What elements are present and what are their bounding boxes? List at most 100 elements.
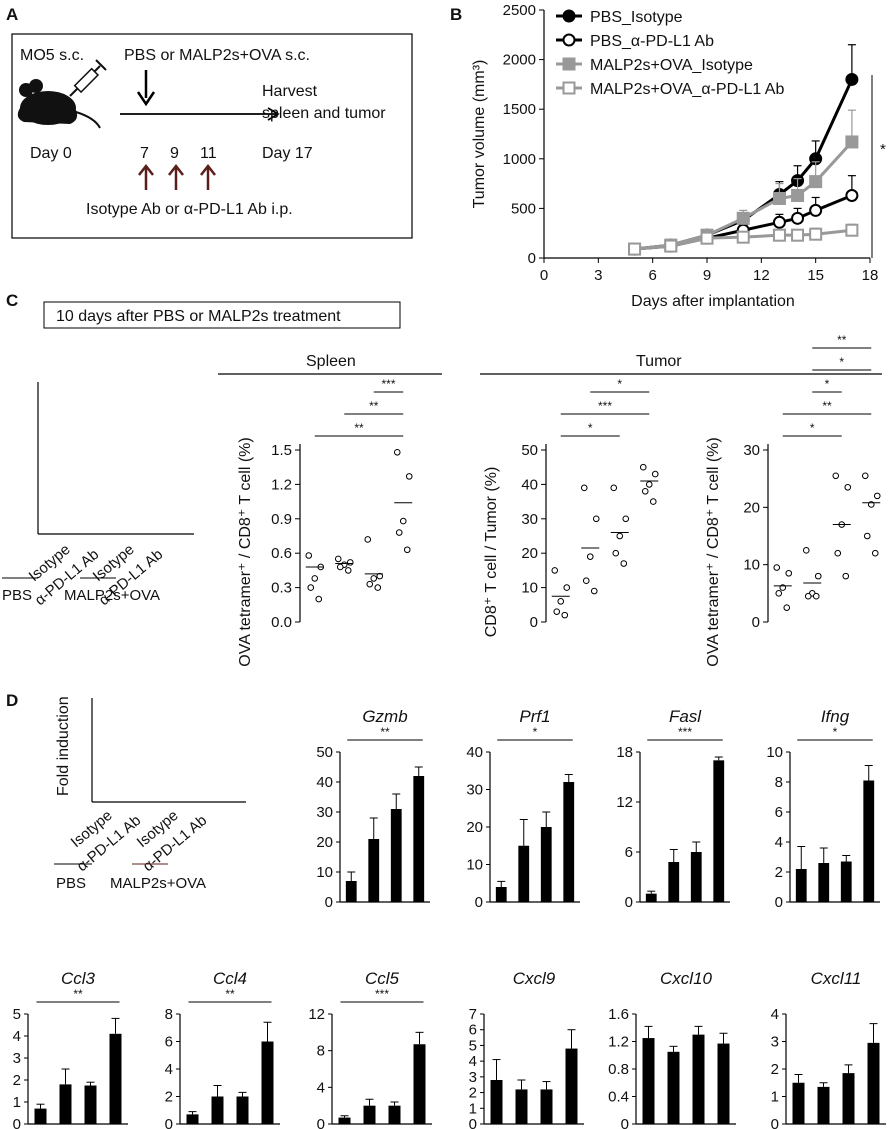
significance-label: ***	[678, 725, 692, 739]
y-tick-label: 4	[771, 1006, 779, 1023]
y-tick-label: 0	[621, 1116, 629, 1129]
treatment-label: PBS or MALP2s+OVA s.c.	[124, 47, 310, 64]
data-point	[311, 575, 319, 582]
isotype-injection-label: Isotype Ab or α-PD-L1 Ab i.p.	[86, 201, 293, 218]
data-point	[616, 532, 624, 540]
y-tick-label: 8	[317, 1043, 325, 1060]
data-point	[553, 608, 561, 615]
y-tick-label: 1	[771, 1089, 779, 1106]
y-tick-label: 0	[625, 894, 633, 911]
bar-chart-ccl4: Ccl4 0 2 4 6 8 **	[165, 969, 280, 1129]
data-point	[736, 230, 750, 244]
data-point	[809, 227, 823, 241]
y-tick-label: 30	[521, 511, 538, 528]
data-point	[845, 223, 859, 237]
data-point	[700, 231, 714, 245]
bar	[388, 1105, 401, 1124]
data-point	[645, 481, 653, 488]
data-point	[586, 553, 594, 560]
data-point	[842, 572, 850, 580]
gene-title: Fasl	[669, 707, 702, 726]
y-tick-label: 6	[165, 1034, 173, 1051]
bar-chart-cxcl10: Cxcl10 0 0.4 0.8 1.2 1.6	[608, 969, 736, 1129]
y-tick-label: 4	[317, 1079, 325, 1096]
x-tick-label: 15	[807, 267, 824, 284]
data-point	[845, 135, 859, 149]
panel-a-frame	[11, 33, 413, 239]
data-point	[641, 487, 649, 495]
significance-label: ***	[598, 399, 612, 413]
legend-label: MALP2s+OVA_Isotype	[590, 57, 753, 74]
bar	[642, 1038, 655, 1124]
y-tick-label: 6	[775, 804, 783, 821]
y-tick-label: 2	[775, 864, 783, 881]
legend-c-pbs: PBS	[2, 587, 32, 604]
data-point	[403, 546, 411, 554]
data-point	[844, 483, 852, 491]
bar	[867, 1042, 880, 1124]
y-tick-label: 0	[13, 1116, 21, 1129]
data-point	[832, 472, 840, 480]
spleen-tetramer-chart: 0.0 0.3 0.6 0.9 1.2 1.5 OVA tetramer⁺ / CD8⁺ T…	[237, 377, 413, 667]
y-tick-label: 500	[511, 200, 536, 217]
y-tick-label: 2500	[503, 2, 536, 19]
data-point	[393, 448, 401, 456]
significance-label: *	[810, 421, 815, 435]
legend-marker	[562, 57, 576, 71]
y-tick-label: 3	[771, 1034, 779, 1051]
bar	[792, 1082, 805, 1124]
bar	[795, 869, 807, 902]
gene-title: Cxcl11	[811, 969, 862, 988]
y-tick-label: 10	[316, 864, 333, 881]
bar	[390, 809, 402, 902]
significance-label: **	[822, 399, 832, 413]
bar	[818, 863, 830, 902]
y-tick-label: 0.6	[271, 545, 292, 562]
y-tick-label: 1.5	[271, 442, 292, 459]
gene-title: Ccl4	[213, 969, 247, 988]
data-point	[775, 590, 783, 597]
y-tick-label: 0	[475, 894, 483, 911]
bar	[236, 1096, 249, 1124]
bar	[717, 1043, 730, 1124]
y-tick-label: 18	[616, 744, 633, 761]
significance-label: *	[588, 421, 593, 435]
panel-c-banner: 10 days after PBS or MALP2s treatment	[56, 308, 341, 325]
legend-d-malp: MALP2s+OVA	[110, 875, 206, 892]
bar	[211, 1096, 224, 1124]
bar	[345, 881, 357, 902]
bar	[563, 782, 575, 902]
bar-chart-ccl5: Ccl5 0 4 8 12 ***	[308, 969, 432, 1129]
tumor-growth-chart: 0 500 1000 1500 2000 2500 0 3 6 9 12 15 18 Tumor volu…	[471, 2, 886, 310]
panel-letter-a: A	[6, 5, 18, 24]
y-tick-label: 1.2	[271, 476, 292, 493]
legend-marker	[562, 33, 576, 47]
y-tick-label: 8	[775, 774, 783, 791]
bar	[840, 861, 852, 902]
data-point	[305, 552, 313, 559]
y-tick-label: 12	[308, 1006, 325, 1023]
data-point	[791, 189, 805, 203]
data-point	[772, 215, 786, 229]
x-tick-label: 3	[594, 267, 602, 284]
bar	[368, 839, 380, 902]
gene-title: Prf1	[519, 707, 550, 726]
bar-chart-prf1: Prf1 0 10 20 30 40 *	[466, 707, 580, 911]
data-point	[561, 611, 569, 619]
y-tick-label: 2	[165, 1089, 173, 1106]
data-point	[809, 175, 823, 189]
y-tick-label: 4	[469, 1053, 477, 1070]
data-point	[834, 549, 842, 557]
y-tick-label: 30	[743, 442, 760, 459]
y-tick-label: 1	[13, 1094, 21, 1111]
significance-label: *	[839, 355, 844, 369]
x-tick-label: 6	[648, 267, 656, 284]
y-tick-label: 3	[469, 1069, 477, 1086]
fold-induction-label: Fold induction	[55, 696, 72, 796]
data-point	[551, 567, 559, 574]
data-point	[772, 191, 786, 205]
harvest-label-1: Harvest	[262, 83, 318, 100]
data-point	[620, 560, 628, 567]
y-tick-label: 40	[466, 744, 483, 761]
